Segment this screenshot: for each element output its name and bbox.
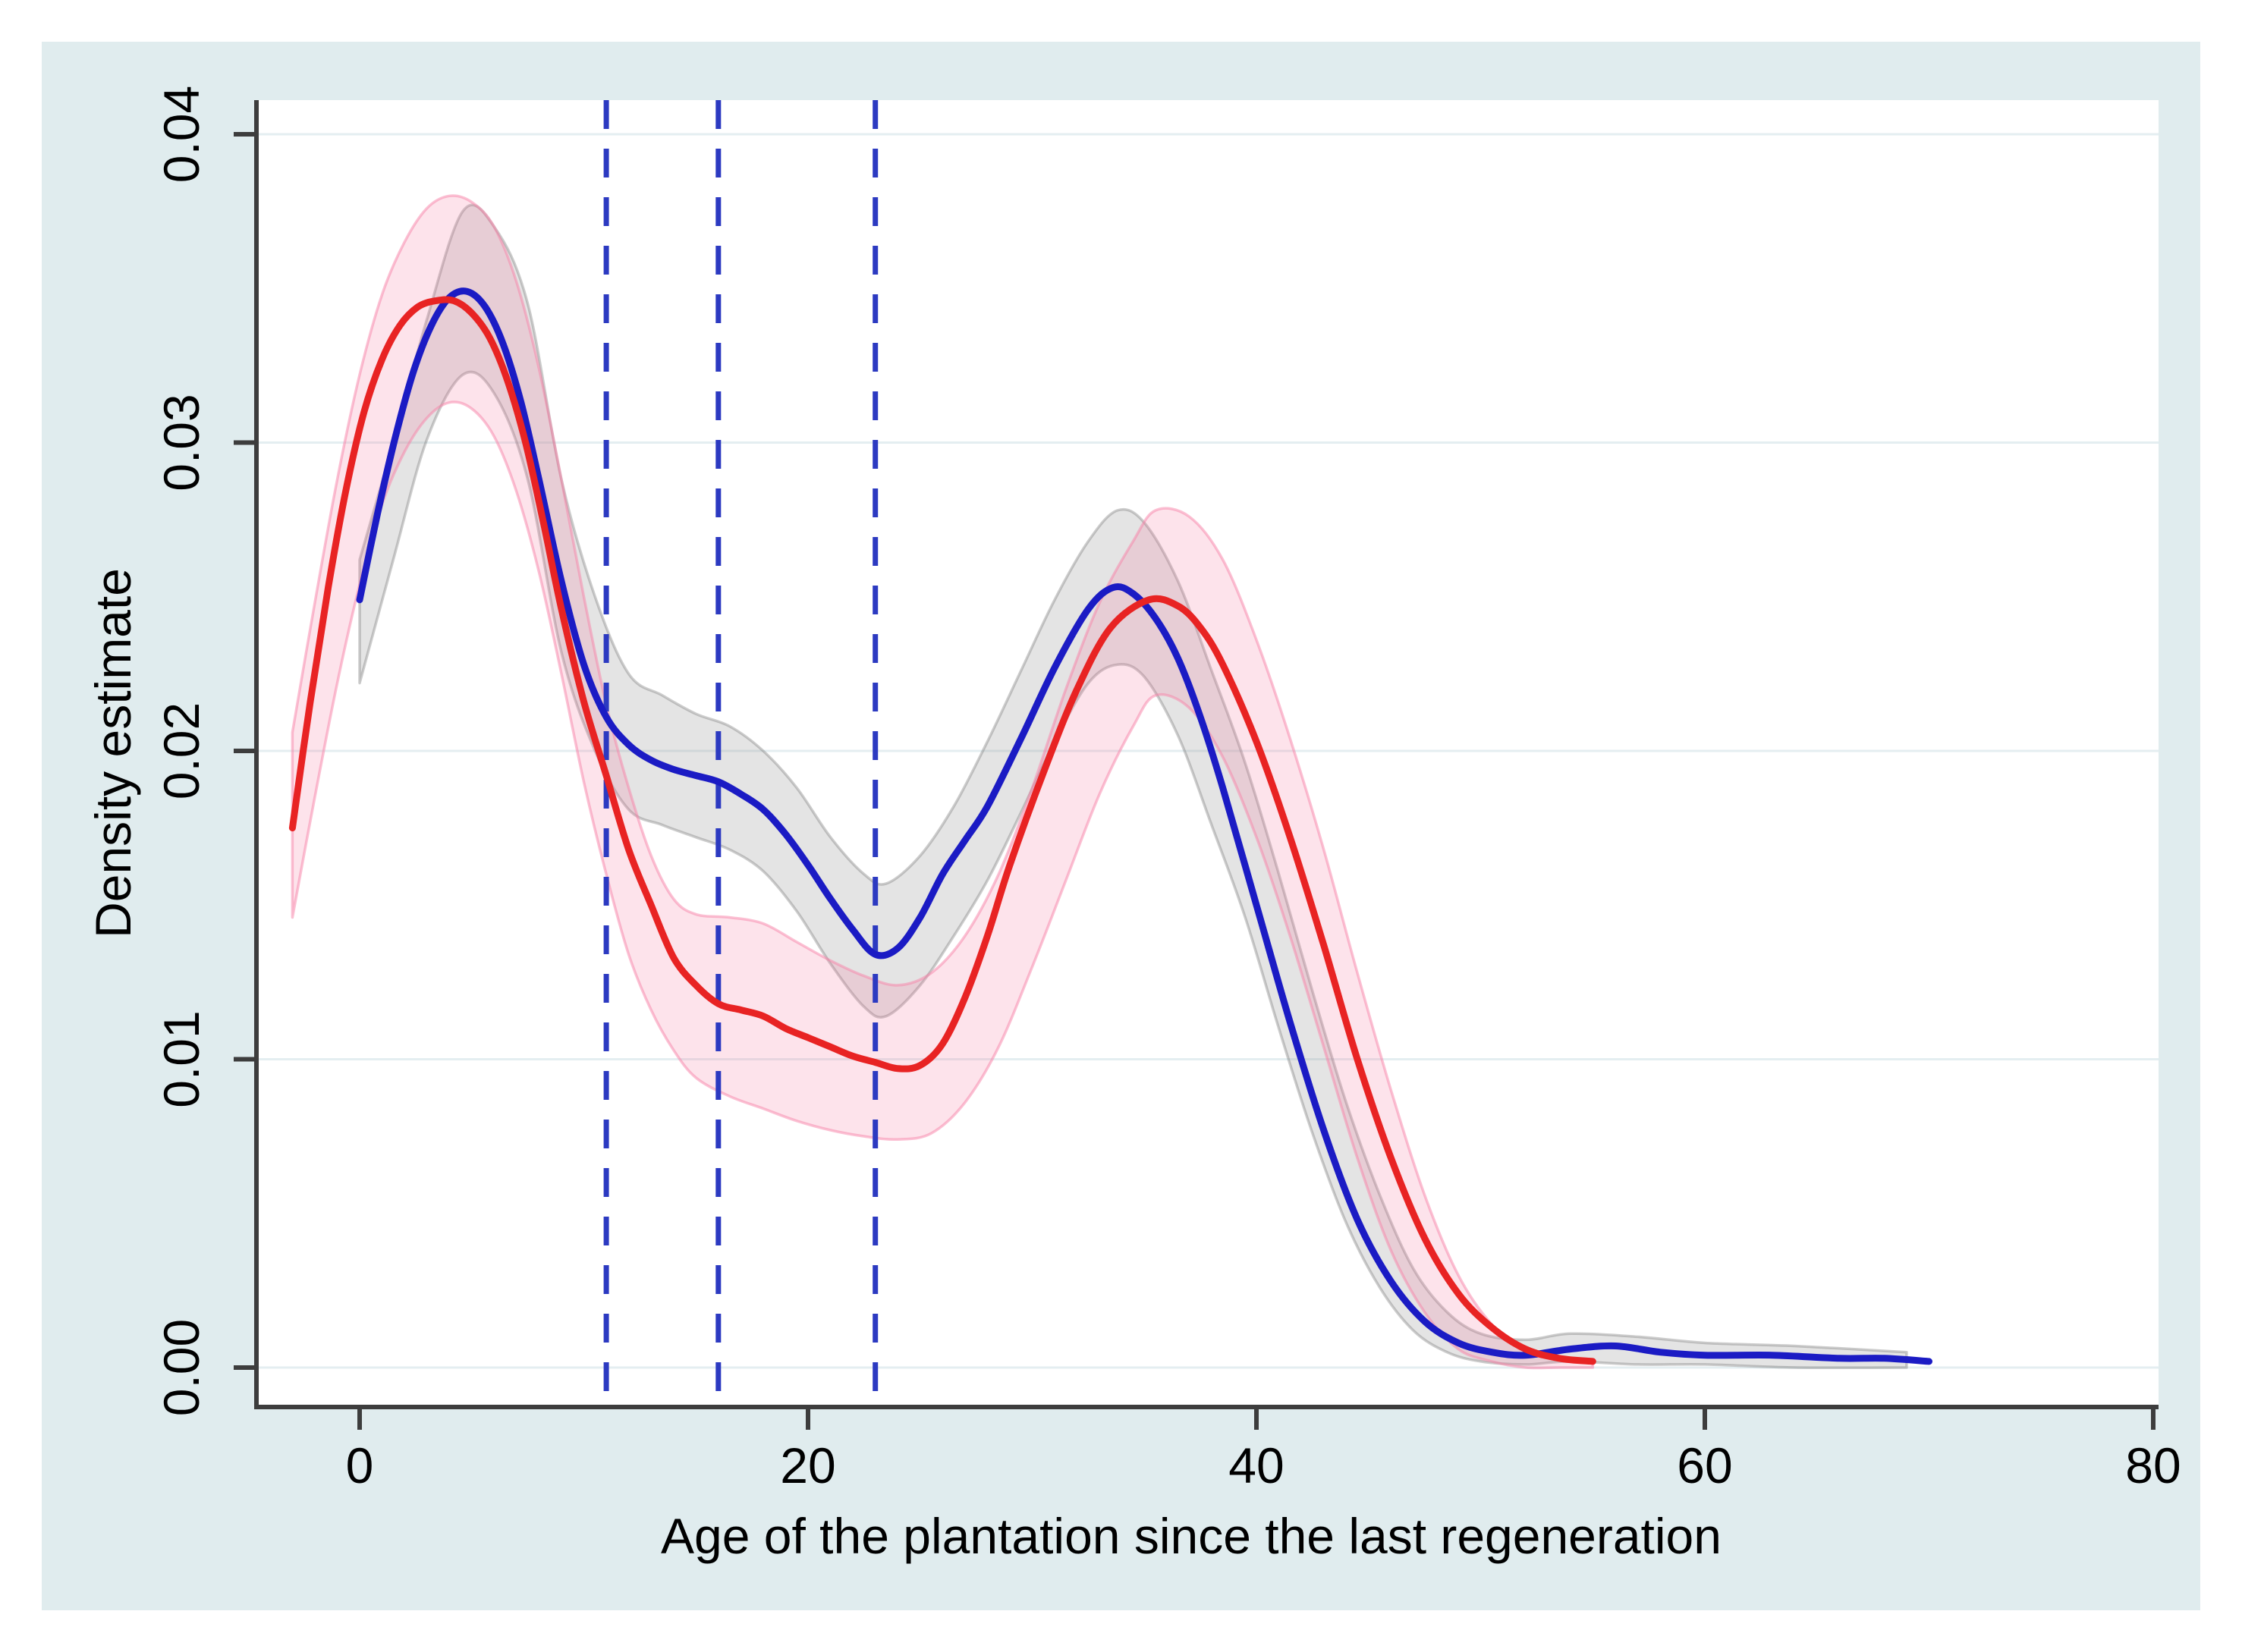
gray-confidence-band: [358, 203, 1908, 1370]
y-tick-label-0.02: 0.02: [153, 702, 209, 799]
x-tick-label-60: 60: [1677, 1437, 1732, 1493]
axes: [234, 100, 2159, 1430]
density-curves: [288, 287, 1932, 1365]
x-tick-label-40: 40: [1228, 1437, 1284, 1493]
y-tick-label-0.00: 0.00: [153, 1319, 209, 1416]
y-tick-label-0.03: 0.03: [153, 394, 209, 491]
gridlines: [256, 133, 2159, 1369]
x-tick-label-80: 80: [2125, 1437, 2181, 1493]
tick-labels: 0.00 0.01 0.02 0.03 0.04 0 20 40 60 80: [153, 86, 2181, 1493]
x-tick-label-20: 20: [780, 1437, 835, 1493]
y-tick-label-0.04: 0.04: [153, 86, 209, 183]
x-tick-label-0: 0: [346, 1437, 374, 1493]
x-axis-title: Age of the plantation since the last reg…: [661, 1508, 1722, 1564]
plot-area: [256, 100, 2159, 1407]
y-axis-title: Density estimate: [85, 568, 141, 938]
dashed-reference-lines: [603, 100, 879, 1407]
y-tick-label-0.01: 0.01: [153, 1010, 209, 1107]
red-density-line: [288, 296, 1596, 1365]
blue-density-line: [356, 287, 1932, 1365]
